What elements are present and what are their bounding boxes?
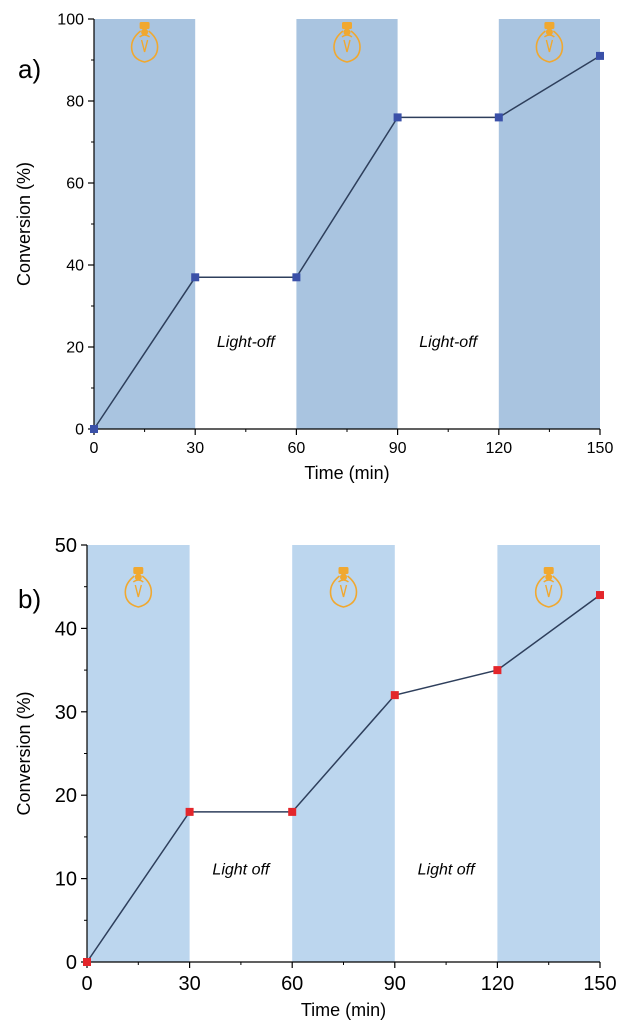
x-tick-label: 60 (288, 440, 306, 457)
y-tick-label: 40 (66, 258, 84, 275)
panel-label: a) (18, 54, 41, 84)
data-point (390, 691, 399, 700)
y-tick-label: 30 (55, 702, 77, 724)
light-bulb-icon (124, 567, 153, 608)
light-on-band (498, 19, 600, 429)
light-off-annotation: Light off (212, 861, 270, 878)
x-tick-label: 90 (384, 973, 406, 995)
x-tick-label: 120 (481, 973, 514, 995)
light-bulb-icon (130, 22, 159, 63)
y-tick-label: 20 (66, 340, 84, 357)
light-on-band (94, 19, 196, 429)
light-off-annotation: Light-off (217, 334, 276, 351)
x-tick-label: 90 (389, 440, 407, 457)
data-point (83, 958, 91, 966)
series-line (86, 594, 601, 963)
data-point (596, 51, 604, 60)
light-on-band (497, 545, 600, 962)
y-tick-label: 80 (66, 94, 84, 111)
data-point (494, 113, 503, 122)
light-off-annotation: Light off (418, 861, 476, 878)
y-tick-label: 100 (57, 12, 84, 29)
data-point (90, 425, 98, 433)
y-tick-label: 60 (66, 176, 84, 193)
x-tick-label: 150 (583, 973, 616, 995)
light-bulb-icon (333, 22, 361, 63)
y-tick-label: 10 (55, 869, 77, 891)
y-tick-label: 50 (55, 535, 77, 557)
light-bulb-icon (329, 567, 358, 608)
x-axis-title: Time (min) (301, 1000, 386, 1020)
data-point (288, 807, 297, 816)
light-bulb-icon (535, 22, 564, 63)
data-point (191, 273, 200, 282)
x-tick-label: 60 (281, 973, 303, 995)
x-tick-label: 150 (587, 440, 614, 457)
light-on-band (296, 19, 398, 429)
light-bulb-icon (534, 567, 563, 608)
data-point (185, 807, 194, 816)
y-axis-title: Conversion (%) (14, 162, 34, 286)
x-tick-label: 30 (186, 440, 204, 457)
y-tick-label: 40 (55, 618, 77, 640)
panel-label: b) (18, 584, 41, 614)
y-tick-label: 0 (75, 422, 84, 439)
x-axis-title: Time (min) (304, 463, 389, 483)
y-tick-label: 20 (55, 785, 77, 807)
x-tick-label: 30 (178, 973, 200, 995)
chart-panel-a: 0 20 40 60 80 100 0 30 60 90 120 150 Time (min) Conve… (14, 12, 613, 483)
light-on-band (87, 545, 190, 962)
y-axis-title: Conversion (%) (14, 691, 34, 815)
data-point (493, 666, 502, 675)
data-point (393, 113, 402, 122)
data-point (292, 273, 301, 282)
x-tick-label: 120 (485, 440, 512, 457)
y-tick-label: 0 (66, 952, 77, 974)
series-line (93, 55, 601, 430)
x-tick-label: 0 (81, 973, 92, 995)
chart-panel-b: 0 10 20 30 40 50 0 30 60 90 120 150 Time (min) Conver… (14, 535, 617, 1020)
data-point (596, 591, 604, 600)
light-off-annotation: Light-off (419, 334, 478, 351)
x-tick-label: 0 (90, 440, 99, 457)
